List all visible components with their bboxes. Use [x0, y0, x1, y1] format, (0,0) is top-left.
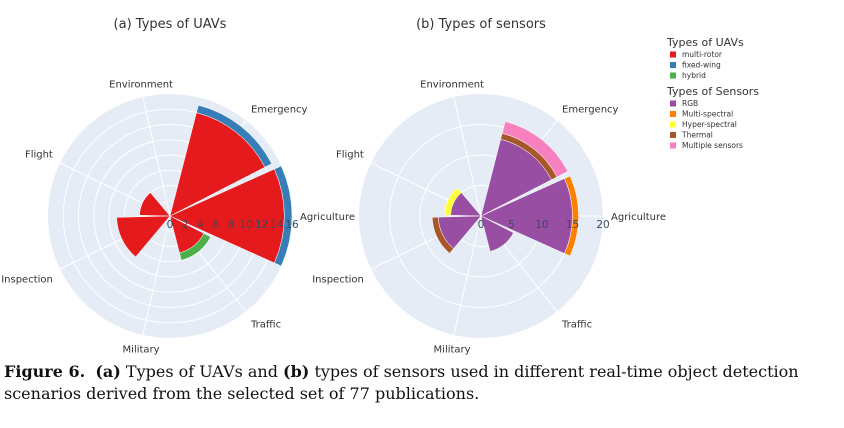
caption-text-1: Types of UAVs and — [120, 362, 284, 381]
sensor-tick-0: 0 — [478, 219, 485, 231]
sensor-tick-5: 5 — [508, 219, 515, 231]
sensor-category-inspection: Inspection — [312, 274, 364, 285]
legend-item-fixed-wing: fixed-wing — [682, 61, 721, 70]
sensor-bar-inspection-thermal — [431, 216, 454, 254]
uav-tick-14: 14 — [270, 219, 284, 231]
legend-sensor-title: Types of Sensors — [666, 85, 759, 98]
caption-label: Figure 6. — [4, 362, 86, 381]
legend-swatch-hyper-spectral — [670, 121, 676, 128]
sensor-category-agriculture: Agriculture — [611, 212, 666, 223]
legend-item-multi-rotor: multi-rotor — [682, 50, 723, 59]
legend-item-hybrid: hybrid — [682, 71, 706, 80]
uav-bar-traffic-hybrid — [179, 233, 212, 261]
legend-swatch-multi-spectral — [670, 111, 676, 117]
legend-item-thermal: Thermal — [681, 131, 713, 140]
figure-caption: Figure 6. (a) Types of UAVs and (b) type… — [4, 361, 840, 405]
sensor-bars — [431, 121, 579, 257]
sensor-spoke-military — [453, 215, 482, 336]
sensor-bar-traffic-rgb — [480, 215, 514, 252]
uav-tick-16: 16 — [285, 219, 299, 231]
sensor-category-military: Military — [434, 345, 471, 356]
uav-bar-flight-multi-rotor — [139, 192, 171, 217]
uav-spoke-military — [142, 215, 171, 336]
uav-category-inspection: Inspection — [1, 274, 53, 285]
sensor-category-flight: Flight — [336, 150, 364, 161]
uav-tick-6: 6 — [212, 219, 219, 231]
legend-swatch-multiple-sensors — [670, 142, 676, 149]
legend-uav-title: Types of UAVs — [666, 36, 744, 49]
chart-uav-types: (a) Types of UAVs 0 2 4 6 8 10 12 14 16Agricultur… — [1, 17, 355, 356]
uav-spoke-environment — [142, 96, 171, 217]
sensor-tick-10: 10 — [535, 219, 548, 231]
legend-swatch-multi-rotor — [670, 51, 676, 58]
sensor-radial-ticks: 0 5 10 15 20 — [478, 219, 610, 231]
sensor-category-environment: Environment — [420, 79, 484, 90]
uav-category-environment: Environment — [109, 79, 173, 90]
uav-category-labels: Agriculture Emergency Environment Flight Ins… — [1, 79, 355, 355]
uav-tick-10: 10 — [240, 219, 253, 231]
sensor-category-traffic: Traffic — [561, 320, 592, 331]
uav-category-flight: Flight — [25, 150, 53, 161]
caption-text-2: types of sensors used in different real-… — [4, 362, 799, 403]
sensor-bar-agriculture-multi-spectral — [564, 175, 579, 257]
legend-item-hyper-spectral: Hyper-spectral — [682, 120, 737, 129]
legend-swatch-rgb — [670, 100, 676, 107]
uav-tick-12: 12 — [255, 219, 268, 231]
sensor-tick-20: 20 — [596, 219, 609, 231]
sensor-bar-flight-hyper-spectral — [444, 187, 462, 216]
uav-tick-0: 0 — [167, 219, 174, 231]
uav-title: (a) Types of UAVs — [114, 17, 227, 32]
uav-tick-8: 8 — [228, 219, 235, 231]
caption-a: (a) — [95, 362, 121, 381]
sensor-bar-emergency-multiple-sensors — [501, 121, 569, 178]
legend-item-multi-spectral: Multi-spectral — [682, 110, 733, 119]
legend-swatch-fixed-wing — [670, 62, 676, 68]
uav-category-agriculture: Agriculture — [300, 212, 355, 223]
legend-swatch-thermal — [670, 132, 676, 138]
sensor-tick-15: 15 — [566, 219, 579, 231]
uav-radial-ticks: 0 2 4 6 8 10 12 14 16 — [167, 219, 299, 231]
caption-b: (b) — [283, 362, 310, 381]
sensor-category-emergency: Emergency — [562, 104, 618, 115]
uav-bar-emergency-fixed-wing — [196, 104, 273, 168]
legend-item-rgb: RGB — [682, 99, 698, 108]
legend-item-multiple-sensors: Multiple sensors — [682, 141, 743, 150]
sensor-category-labels: Agriculture Emergency Environment Flight Ins… — [312, 79, 666, 355]
uav-tick-2: 2 — [182, 219, 189, 231]
uav-category-military: Military — [123, 345, 160, 356]
uav-category-traffic: Traffic — [250, 320, 281, 331]
sensor-title: (b) Types of sensors — [416, 17, 546, 32]
uav-bars — [116, 104, 293, 267]
uav-bar-inspection-multi-rotor — [116, 215, 171, 258]
legend-swatch-hybrid — [670, 72, 676, 79]
sensor-spoke-environment — [453, 96, 482, 217]
uav-tick-4: 4 — [197, 219, 204, 231]
uav-category-emergency: Emergency — [251, 104, 307, 115]
uav-bar-agriculture-fixed-wing — [273, 165, 293, 267]
